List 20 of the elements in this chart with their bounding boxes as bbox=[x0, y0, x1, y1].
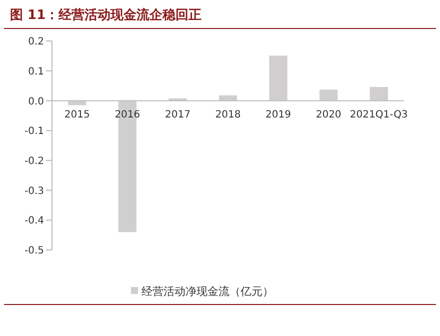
bar bbox=[269, 56, 288, 101]
x-tick-label: 2017 bbox=[164, 109, 190, 120]
bar bbox=[320, 90, 338, 101]
x-tick-label: 2018 bbox=[215, 109, 241, 120]
y-tick-label: -0.3 bbox=[24, 186, 44, 197]
y-tick-label: -0.5 bbox=[24, 246, 44, 257]
y-tick-label: 0.0 bbox=[28, 96, 44, 108]
x-tick-label: 2015 bbox=[64, 109, 90, 120]
y-tick-label: -0.1 bbox=[24, 126, 44, 138]
x-tick-label: 2020 bbox=[316, 109, 342, 120]
chart-title: 图 11：经营活动现金流企稳回正 bbox=[4, 0, 436, 29]
y-tick-label: -0.4 bbox=[24, 216, 44, 227]
x-tick-label: 2021Q1-Q3 bbox=[350, 109, 408, 120]
x-tick-label: 2016 bbox=[114, 109, 140, 120]
y-tick-label: 0.2 bbox=[28, 36, 44, 48]
bar bbox=[370, 86, 388, 101]
y-tick-label: -0.2 bbox=[24, 156, 44, 167]
legend-label: 经营活动净现金流（亿元） bbox=[142, 285, 274, 298]
x-tick-label: 2019 bbox=[266, 109, 292, 120]
y-tick-label: 0.1 bbox=[28, 66, 44, 78]
